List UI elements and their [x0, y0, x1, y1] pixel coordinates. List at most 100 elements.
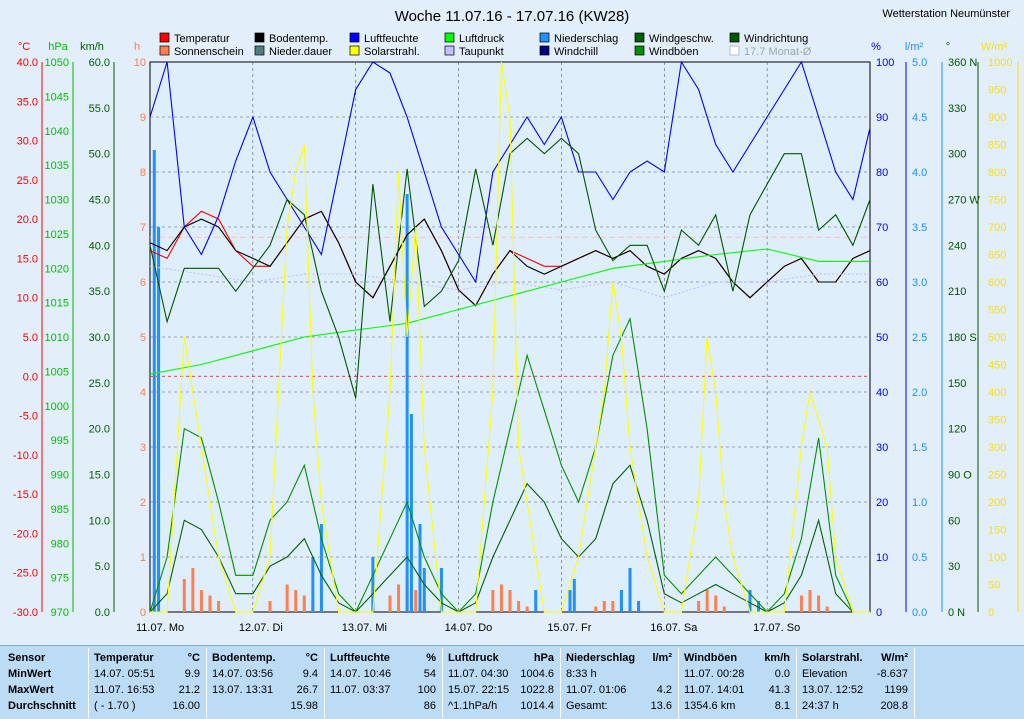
axis-unit-label: °C [18, 41, 30, 53]
stats-column-name: Temperatur [94, 652, 154, 664]
day-label: 13.07. Mi [342, 622, 387, 634]
legend-label: Niederschlag [554, 33, 618, 45]
axis-tick-label: 100 [988, 552, 1006, 564]
stats-column-name: Luftfeuchte [330, 652, 390, 664]
precip-bar [422, 568, 426, 612]
stats-row-label: MaxWert [8, 682, 86, 698]
precip-bar [637, 601, 641, 612]
axis-tick-label: 0.0 [95, 607, 110, 619]
legend-label: Windchill [554, 46, 598, 58]
axis-tick-label: 30 [948, 561, 960, 573]
stats-column-header: Solarstrahl. W/m² [802, 650, 912, 666]
stats-cell-when: 14.07. 05:51 [94, 668, 156, 680]
axis-tick-label: 6 [140, 277, 146, 289]
stats-cell-value: 13.6 [650, 700, 672, 712]
axis-tick-label: 3.0 [912, 277, 927, 289]
sunshine-bar [799, 595, 803, 612]
stats-cell-row: 11.07. 14:01 41.3 [684, 682, 794, 698]
axis-tick-label: 150 [988, 525, 1006, 537]
stats-cell-when: 8:33 h [566, 668, 597, 680]
series-luftfeuchte [149, 60, 871, 284]
sunshine-bar [697, 601, 701, 612]
stats-cell-when: 14.07. 03:56 [212, 668, 274, 680]
axis-tick-label: 45.0 [89, 195, 110, 207]
legend-swatch [349, 32, 360, 43]
stats-cell-row: 13.07. 12:52 1199 [802, 682, 912, 698]
stats-cell-when: 11.07. 14:01 [684, 684, 745, 696]
sunshine-bar [508, 590, 512, 612]
axis-tick-label: 15.0 [17, 253, 38, 265]
legend-label: Taupunkt [459, 46, 504, 58]
axis-tick-label: -5.0 [19, 411, 38, 423]
legend-swatch [159, 45, 170, 56]
station-name: Wetterstation Neumünster [882, 8, 1010, 20]
precip-bar [572, 579, 576, 612]
precip-bar [409, 414, 413, 612]
precip-bar [534, 590, 538, 612]
axis-tick-label: 300 [988, 442, 1006, 454]
axis-tick-label: 9 [140, 112, 146, 124]
stats-cell-value: 26.7 [296, 684, 318, 696]
stats-cell-value: 8.1 [774, 700, 790, 712]
axis-tick-label: 1.5 [912, 442, 927, 454]
stats-cell-value: 21.2 [178, 684, 200, 696]
axis-tick-label: 30.0 [17, 136, 38, 148]
stats-column-name: Solarstrahl. [802, 652, 863, 664]
axis-tick-label: 4.0 [912, 167, 927, 179]
stats-column-header: Windböen km/h [684, 650, 794, 666]
precip-bar [157, 227, 161, 612]
stats-cell-row: 11.07. 00:28 0.0 [684, 666, 794, 682]
precip-bar [418, 524, 422, 612]
precip-bar [152, 150, 156, 612]
legend-swatch [539, 32, 550, 43]
axis-tick-label: 60.0 [89, 57, 110, 69]
axis-tick-label: 1025 [45, 229, 69, 241]
axis-tick-label: 360 N [948, 57, 977, 69]
legend-label: Bodentemp. [269, 33, 328, 45]
sunshine-bar [722, 606, 726, 612]
sunshine-bar [217, 601, 221, 612]
axis-tick-label: 7 [140, 222, 146, 234]
axis-tick-label: 30.0 [89, 332, 110, 344]
series-windgeschw- [149, 464, 870, 613]
legend-swatch [444, 32, 455, 43]
row-label-text: MinWert [8, 668, 52, 680]
sunshine-bar [594, 606, 598, 612]
stats-cell-row: 11.07. 03:37 100 [330, 682, 440, 698]
stats-cell-when: Elevation [802, 668, 848, 680]
axis-tick-label: 40.0 [89, 240, 110, 252]
stats-cell-value: 41.3 [768, 684, 790, 696]
axis-tick-label: 40.0 [17, 57, 38, 69]
stats-separator [88, 648, 89, 718]
axis-tick-label: 970 [51, 607, 69, 619]
stats-separator [442, 648, 443, 718]
axis-tick-label: 4 [140, 387, 146, 399]
stats-cell-row: ^1.1hPa/h 1014.4 [448, 698, 558, 714]
axis-tick-label: 1.0 [912, 497, 927, 509]
stats-separator [324, 648, 325, 718]
stats-cell-value: 54 [423, 668, 436, 680]
axis-tick-label: -20.0 [13, 528, 38, 540]
legend-label: Windgeschw. [649, 33, 714, 45]
stats-cell-value: 0.0 [774, 668, 790, 680]
stats-cell-row: 14.07. 05:51 9.9 [94, 666, 204, 682]
axis-tick-label: 980 [51, 538, 69, 550]
axis-tick-label: -25.0 [13, 568, 38, 580]
sunshine-bar [602, 601, 606, 612]
stats-column-header: Luftfeuchte% [330, 650, 440, 666]
axis-tick-label: 50.0 [89, 149, 110, 161]
sunshine-bar [208, 595, 212, 612]
axis-tick-label: 20 [876, 497, 888, 509]
stats-column-header: Luftdruck hPa [448, 650, 558, 666]
stats-column-name: Luftdruck [448, 652, 499, 664]
stats-column: Solarstrahl. W/m² Elevation -8.637 13.07. 12… [802, 650, 912, 717]
precip-bar [371, 557, 375, 612]
stats-column-header: Bodentemp. °C [212, 650, 322, 666]
axis-tick-label: 1030 [45, 195, 69, 207]
legend-swatch [159, 32, 170, 43]
stats-column: Luftdruck hPa 11.07. 04:30 1004.6 15.07. 22:… [448, 650, 558, 717]
sunshine-bar [182, 579, 186, 612]
axis-tick-label: -30.0 [13, 607, 38, 619]
axis-tick-label: 0.0 [912, 607, 927, 619]
axis-tick-label: 975 [51, 573, 69, 585]
